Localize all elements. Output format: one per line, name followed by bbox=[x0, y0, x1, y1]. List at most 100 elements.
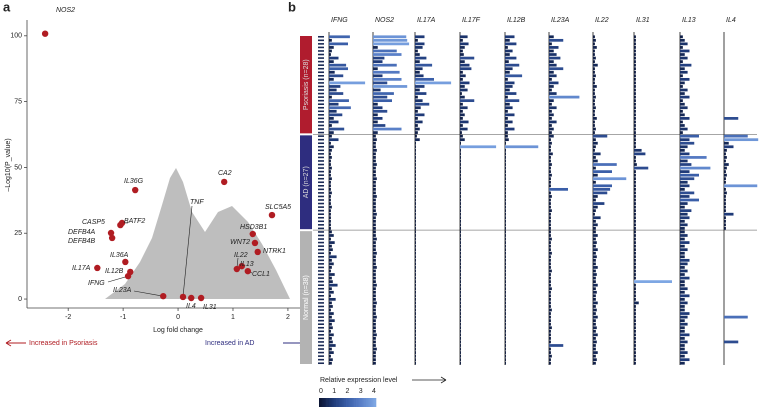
bar bbox=[634, 63, 636, 67]
bar bbox=[460, 156, 461, 159]
bar bbox=[680, 198, 699, 202]
bar bbox=[680, 273, 685, 276]
bar bbox=[329, 42, 348, 46]
bar bbox=[460, 237, 461, 241]
bar bbox=[505, 241, 506, 244]
bar bbox=[505, 234, 506, 237]
bar bbox=[373, 258, 376, 262]
bar bbox=[460, 53, 464, 56]
bar bbox=[505, 305, 506, 308]
bar bbox=[505, 88, 510, 92]
bar bbox=[634, 315, 636, 319]
bar bbox=[505, 77, 508, 81]
bar bbox=[549, 258, 551, 262]
bar bbox=[680, 230, 685, 234]
bar bbox=[373, 106, 383, 110]
colorbar-cell bbox=[320, 398, 323, 407]
bar bbox=[549, 198, 551, 202]
point-label: IFNG bbox=[88, 280, 105, 287]
point bbox=[251, 239, 259, 247]
bar bbox=[460, 227, 461, 230]
bar bbox=[505, 276, 506, 280]
bar bbox=[373, 99, 392, 103]
bar bbox=[724, 177, 726, 181]
bar bbox=[415, 351, 416, 354]
bar bbox=[680, 152, 690, 156]
bar bbox=[329, 49, 332, 53]
legend-tick-label: 4 bbox=[372, 388, 376, 395]
bar bbox=[593, 138, 596, 142]
bar bbox=[415, 152, 416, 156]
bar bbox=[549, 237, 552, 241]
bar bbox=[505, 173, 506, 177]
bar bbox=[415, 198, 416, 202]
bar bbox=[593, 322, 596, 326]
bar bbox=[505, 92, 517, 95]
bar bbox=[680, 251, 685, 255]
bar bbox=[680, 244, 685, 248]
bar bbox=[460, 191, 461, 195]
bar bbox=[505, 70, 510, 74]
bar bbox=[593, 46, 597, 49]
bar bbox=[329, 138, 339, 142]
bar bbox=[415, 273, 416, 276]
bar bbox=[373, 244, 376, 248]
bar bbox=[634, 53, 636, 56]
bar bbox=[593, 42, 595, 46]
bar bbox=[329, 219, 331, 223]
bar bbox=[680, 117, 690, 120]
bar bbox=[460, 322, 461, 326]
bar bbox=[460, 266, 461, 269]
bar bbox=[549, 109, 552, 113]
bar bbox=[549, 312, 551, 315]
bar bbox=[505, 127, 515, 131]
bar bbox=[634, 322, 636, 326]
bar bbox=[415, 358, 416, 362]
bar bbox=[415, 230, 416, 234]
bar bbox=[724, 212, 734, 216]
bar bbox=[549, 156, 551, 159]
bar bbox=[373, 166, 376, 170]
bar bbox=[549, 333, 551, 337]
bar bbox=[373, 177, 377, 181]
bar bbox=[549, 195, 552, 198]
bar bbox=[460, 358, 461, 362]
panel-letter: a bbox=[3, 0, 11, 14]
bar bbox=[593, 312, 596, 315]
bar bbox=[680, 145, 688, 149]
bar bbox=[329, 202, 331, 205]
bar bbox=[415, 266, 416, 269]
bar bbox=[373, 156, 376, 159]
bar bbox=[329, 60, 334, 63]
bar bbox=[415, 315, 416, 319]
bar bbox=[505, 216, 506, 220]
bar bbox=[634, 187, 636, 191]
bar bbox=[505, 273, 506, 276]
bar bbox=[415, 187, 416, 191]
bar bbox=[593, 109, 595, 113]
bar bbox=[329, 227, 331, 230]
bar bbox=[415, 294, 416, 298]
bar bbox=[593, 248, 598, 252]
bar bbox=[680, 258, 690, 262]
bar bbox=[549, 227, 551, 230]
bar bbox=[415, 195, 416, 198]
bar bbox=[549, 148, 551, 152]
bar bbox=[460, 255, 461, 259]
column-header: IL12B bbox=[507, 17, 526, 24]
bar bbox=[593, 35, 595, 39]
bar bbox=[549, 131, 552, 134]
bar bbox=[415, 120, 423, 124]
bar bbox=[505, 354, 506, 358]
bar bbox=[593, 74, 596, 78]
bar bbox=[549, 223, 551, 227]
colorbar-cell bbox=[321, 398, 324, 407]
bar bbox=[680, 312, 690, 315]
bar bbox=[724, 315, 748, 319]
bar bbox=[460, 102, 463, 106]
bar bbox=[460, 166, 461, 170]
bar bbox=[505, 138, 509, 142]
bar bbox=[460, 38, 463, 42]
bar bbox=[373, 287, 376, 291]
bar bbox=[680, 163, 692, 166]
